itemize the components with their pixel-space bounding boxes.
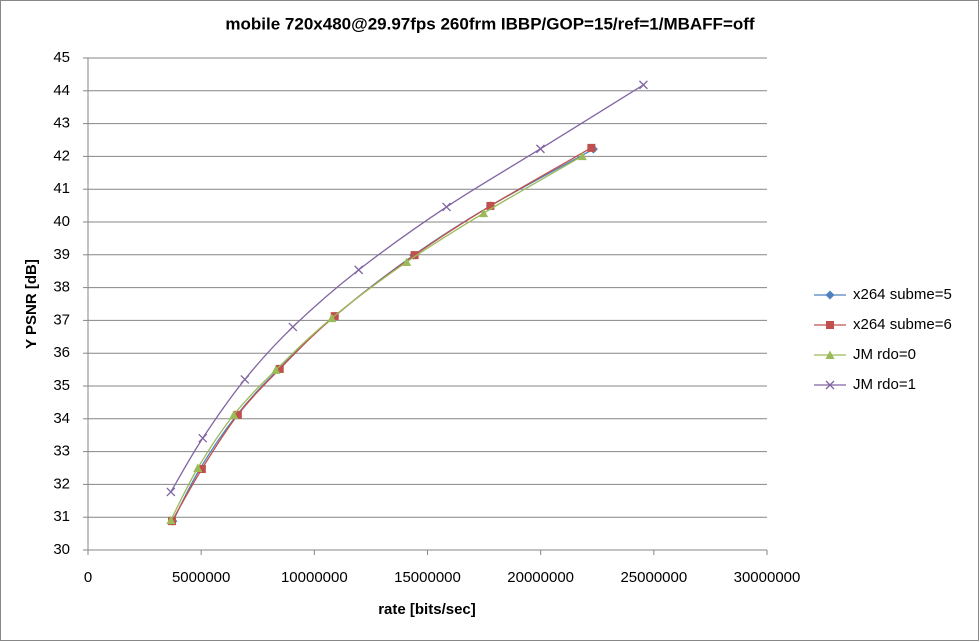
y-tick-label: 30: [53, 541, 70, 558]
marker: [240, 374, 250, 384]
marker: [410, 251, 419, 260]
y-tick-label: 38: [53, 279, 70, 296]
marker: [486, 201, 495, 210]
marker: [442, 202, 451, 212]
marker: [479, 208, 489, 218]
marker: [577, 151, 587, 161]
y-axis-title: Y PSNR [dB]: [23, 259, 40, 349]
y-tick-label: 41: [53, 180, 70, 197]
marker: [288, 322, 298, 332]
y-tick-label: 44: [53, 82, 70, 99]
legend-marker: [826, 321, 834, 329]
legend-label: x264 subme=5: [853, 286, 952, 303]
legend-label: JM rdo=0: [853, 346, 916, 363]
y-tick-label: 39: [53, 246, 70, 263]
marker: [638, 80, 648, 90]
y-tick-label: 32: [53, 475, 70, 492]
marker: [354, 265, 364, 275]
chart-title: mobile 720x480@29.97fps 260frm IBBP/GOP=…: [225, 14, 754, 33]
marker: [233, 410, 242, 419]
marker: [275, 364, 284, 373]
x-tick-label: 25000000: [620, 569, 687, 586]
x-tick-label: 0: [84, 569, 92, 586]
y-tick-label: 31: [53, 508, 70, 525]
marker: [197, 464, 206, 473]
marker: [193, 463, 203, 472]
marker: [402, 257, 412, 267]
marker: [535, 144, 545, 154]
x-tick-label: 10000000: [281, 569, 348, 586]
x-tick-label: 15000000: [394, 569, 461, 586]
legend-marker: [825, 350, 835, 359]
legend-marker: [825, 290, 835, 300]
marker: [271, 365, 281, 374]
y-tick-label: 45: [53, 49, 70, 66]
x-tick-label: 5000000: [172, 569, 230, 586]
legend-marker: [825, 380, 835, 390]
marker: [229, 410, 239, 419]
y-tick-label: 43: [53, 115, 70, 132]
x-axis-title: rate [bits/sec]: [378, 601, 476, 618]
marker: [166, 487, 176, 497]
marker: [198, 433, 208, 443]
x-tick-label: 30000000: [734, 569, 801, 586]
y-tick-label: 35: [53, 377, 70, 394]
y-tick-label: 33: [53, 443, 70, 460]
x-tick-label: 20000000: [507, 569, 574, 586]
marker: [587, 143, 596, 152]
y-tick-label: 42: [53, 147, 70, 164]
y-tick-label: 34: [53, 410, 70, 427]
legend-label: x264 subme=6: [853, 316, 952, 333]
marker: [327, 313, 337, 323]
legend-label: JM rdo=1: [853, 376, 916, 393]
y-tick-label: 40: [53, 213, 70, 230]
marker: [166, 515, 176, 525]
y-tick-label: 37: [53, 311, 70, 328]
y-tick-label: 36: [53, 344, 70, 361]
